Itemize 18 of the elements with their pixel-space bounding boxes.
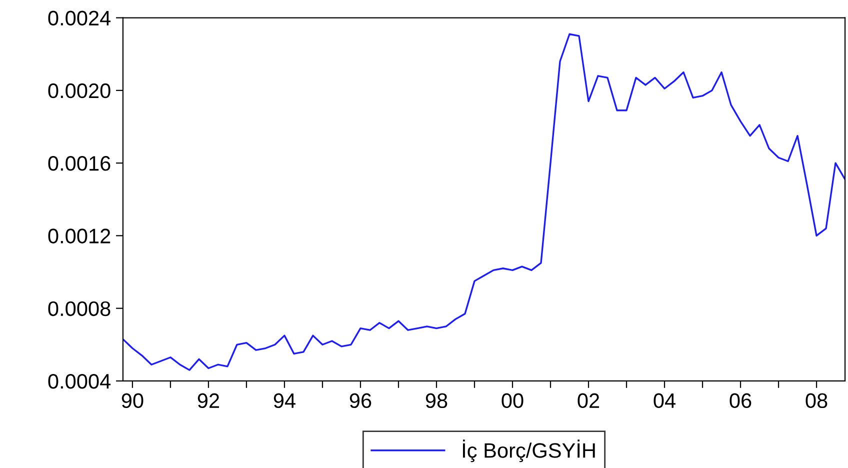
y-tick-label: 0.0004 — [48, 374, 111, 389]
x-tick-label: 00 — [502, 393, 524, 408]
x-tick-label: 90 — [122, 393, 144, 408]
x-tick-label: 02 — [578, 393, 600, 408]
y-tick-label: 0.0016 — [48, 156, 110, 171]
x-tick-label: 04 — [654, 393, 676, 408]
x-tick-label: 96 — [350, 393, 372, 408]
line-series — [122, 33, 846, 371]
y-tick-label: 0.0020 — [48, 83, 110, 98]
legend-label: İç Borç/GSYİH — [462, 440, 595, 462]
x-tick-label: 98 — [426, 393, 448, 408]
x-tick-label: 06 — [730, 393, 752, 408]
y-tick-label: 0.0024 — [48, 10, 111, 26]
x-tick-label: 94 — [274, 393, 296, 408]
y-tick-label: 0.0012 — [48, 228, 110, 244]
x-tick-label: 92 — [198, 393, 220, 408]
x-tick-label: 08 — [806, 393, 828, 408]
y-tick-label: 0.0008 — [48, 301, 110, 316]
